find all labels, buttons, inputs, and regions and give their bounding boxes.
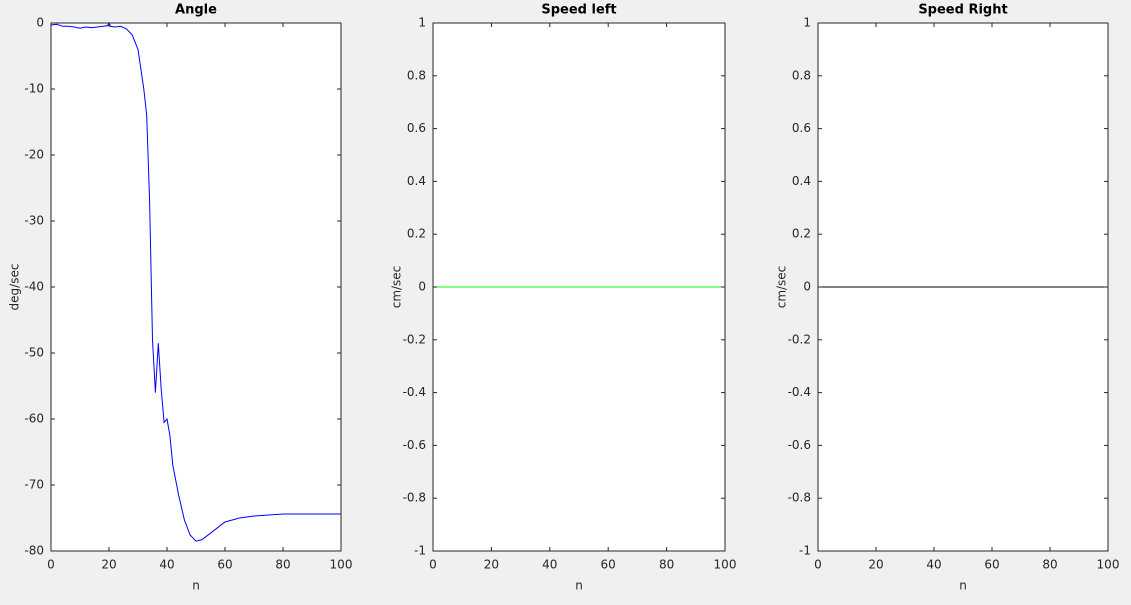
x-tick-label: 60 <box>984 558 999 572</box>
chart-title: Angle <box>175 3 217 18</box>
data-line <box>50 21 341 542</box>
x-tick-label: 20 <box>101 558 116 572</box>
y-tick-label: 0 <box>36 16 44 30</box>
x-axis-label: n <box>575 579 583 593</box>
x-tick-label: 0 <box>47 558 55 572</box>
x-tick-label: 60 <box>217 558 232 572</box>
y-tick-label: -0.8 <box>788 491 811 505</box>
y-tick-label: -0.2 <box>788 332 811 346</box>
x-tick-label: 40 <box>926 558 941 572</box>
y-axis-label: deg/sec <box>8 264 22 311</box>
x-tick-label: 100 <box>1097 558 1120 572</box>
x-tick-label: 40 <box>542 558 557 572</box>
y-tick-label: -50 <box>24 346 44 360</box>
x-axis-label: n <box>959 579 967 593</box>
x-tick-label: 100 <box>330 558 353 572</box>
y-tick-label: -80 <box>24 544 44 558</box>
x-tick-label: 80 <box>659 558 674 572</box>
y-tick-label: 1 <box>803 16 811 30</box>
y-tick-label: -60 <box>24 412 44 426</box>
y-tick-label: 0.8 <box>407 68 426 82</box>
y-tick-label: 0.8 <box>792 68 811 82</box>
y-tick-label: -1 <box>414 544 426 558</box>
x-tick-label: 20 <box>484 558 499 572</box>
y-tick-label: -70 <box>24 478 44 492</box>
x-tick-label: 80 <box>275 558 290 572</box>
plot-area <box>51 23 341 551</box>
y-tick-label: -0.6 <box>788 438 811 452</box>
y-tick-label: 0 <box>418 280 426 294</box>
y-tick-label: -1 <box>799 544 811 558</box>
y-tick-label: 0.2 <box>792 227 811 241</box>
y-tick-label: -0.4 <box>788 385 811 399</box>
x-tick-label: 80 <box>1042 558 1057 572</box>
x-tick-label: 100 <box>714 558 737 572</box>
axes: 0 20 40 60 80 100 -1 -0.8 -0.6 -0.4 -0.2 0 0.2 0.4 0.6… <box>390 3 737 593</box>
y-tick-label: -0.6 <box>403 438 426 452</box>
x-tick-label: 40 <box>159 558 174 572</box>
y-tick-label: -0.8 <box>403 491 426 505</box>
x-tick-label: 20 <box>868 558 883 572</box>
y-tick-label: 0.4 <box>407 174 426 188</box>
y-tick-label: -10 <box>24 82 44 96</box>
y-tick-label: -0.2 <box>403 332 426 346</box>
chart-title: Speed left <box>541 3 616 18</box>
y-axis-label: cm/sec <box>390 266 404 309</box>
y-tick-label: 1 <box>418 16 426 30</box>
y-tick-label: -0.4 <box>403 385 426 399</box>
x-axis-label: n <box>192 579 200 593</box>
y-axis-label: cm/sec <box>775 266 789 309</box>
y-tick-label: -40 <box>24 280 44 294</box>
axes: 0 20 40 60 80 100 -80 -70 -60 -50 -40 -30 -20 -10 0 Ang… <box>8 3 353 593</box>
y-tick-label: -20 <box>24 148 44 162</box>
y-tick-label: 0.4 <box>792 174 811 188</box>
y-tick-label: 0.2 <box>407 227 426 241</box>
x-tick-label: 0 <box>429 558 437 572</box>
x-tick-label: 60 <box>601 558 616 572</box>
chart-title: Speed Right <box>918 3 1007 18</box>
y-tick-label: 0 <box>803 280 811 294</box>
x-tick-label: 0 <box>814 558 822 572</box>
y-tick-label: -30 <box>24 214 44 228</box>
y-tick-label: 0.6 <box>792 121 811 135</box>
axes: 0 20 40 60 80 100 -1 -0.8 -0.6 -0.4 -0.2 0 0.2 0.4 0.6… <box>775 3 1120 593</box>
y-tick-label: 0.6 <box>407 121 426 135</box>
